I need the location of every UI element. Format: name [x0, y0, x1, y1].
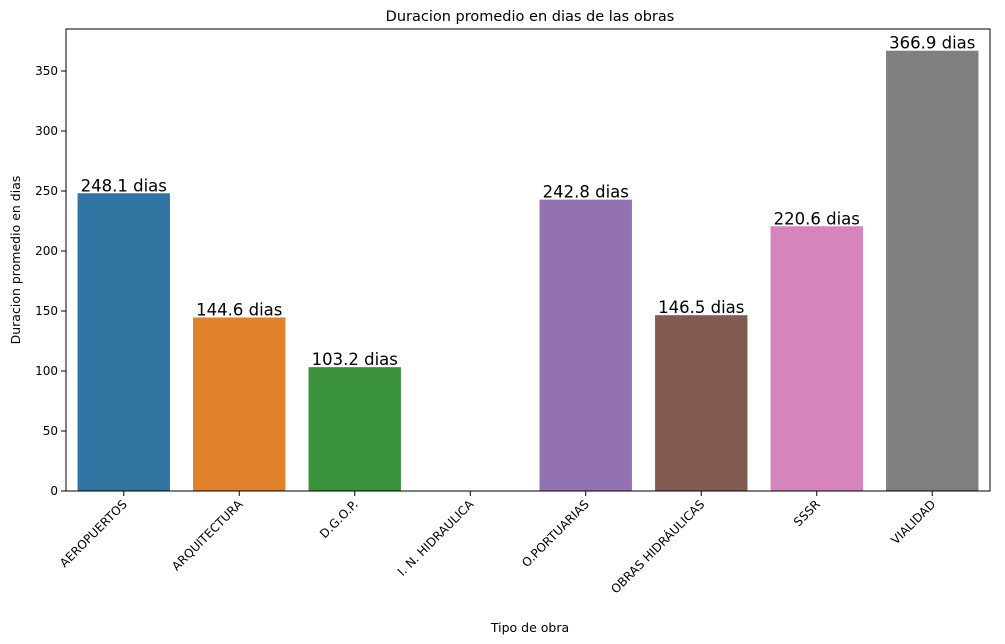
y-tick-label: 200 — [35, 244, 58, 258]
x-tick-label: OBRAS HIDRÁULICAS — [607, 497, 707, 597]
data-label: 144.6 dias — [196, 300, 282, 319]
bar — [886, 50, 979, 491]
data-label: 220.6 dias — [774, 209, 860, 228]
bar — [539, 199, 632, 491]
data-label: 248.1 dias — [81, 176, 167, 195]
x-tick-label: SSSR — [791, 497, 823, 529]
plot-frame — [65, 28, 991, 492]
y-tick-label: 250 — [35, 184, 58, 198]
y-axis-label: Duracion promedio en dias — [8, 176, 23, 345]
data-label: 103.2 dias — [312, 350, 398, 369]
y-tick-label: 100 — [35, 364, 58, 378]
x-tick-label: ARQUITECTURA — [169, 497, 246, 574]
y-tick-label: 150 — [35, 304, 58, 318]
x-tick-label: I. N. HIDRAULICA — [395, 497, 477, 579]
data-label: 242.8 dias — [543, 183, 629, 202]
data-label: 146.5 dias — [658, 298, 744, 317]
bar — [308, 367, 401, 491]
bar — [655, 315, 748, 491]
y-axis: 0 50 100 150 200 250 300 350 — [35, 64, 66, 498]
bars — [77, 50, 979, 491]
x-tick-label: O.PORTUARIAS — [519, 497, 592, 570]
data-labels: 248.1 dias 144.6 dias 103.2 dias 242.8 dias… — [81, 34, 976, 369]
y-tick-label: 0 — [50, 484, 58, 498]
y-tick-label: 50 — [43, 424, 58, 438]
y-tick-label: 300 — [35, 124, 58, 138]
x-tick-label: VIALIDAD — [888, 497, 938, 547]
y-tick-label: 350 — [35, 64, 58, 78]
bar — [770, 226, 863, 491]
bar — [77, 193, 170, 491]
x-tick-label: D.G.O.P. — [317, 497, 361, 541]
bar — [193, 317, 286, 491]
x-axis-label: Tipo de obra — [490, 620, 569, 635]
x-tick-label: AEROPUERTOS — [57, 497, 130, 570]
data-label: 366.9 dias — [889, 34, 975, 53]
x-axis: AEROPUERTOS ARQUITECTURA D.G.O.P. I. N. HID… — [57, 491, 938, 596]
chart-title: Duracion promedio en dias de las obras — [386, 9, 675, 25]
